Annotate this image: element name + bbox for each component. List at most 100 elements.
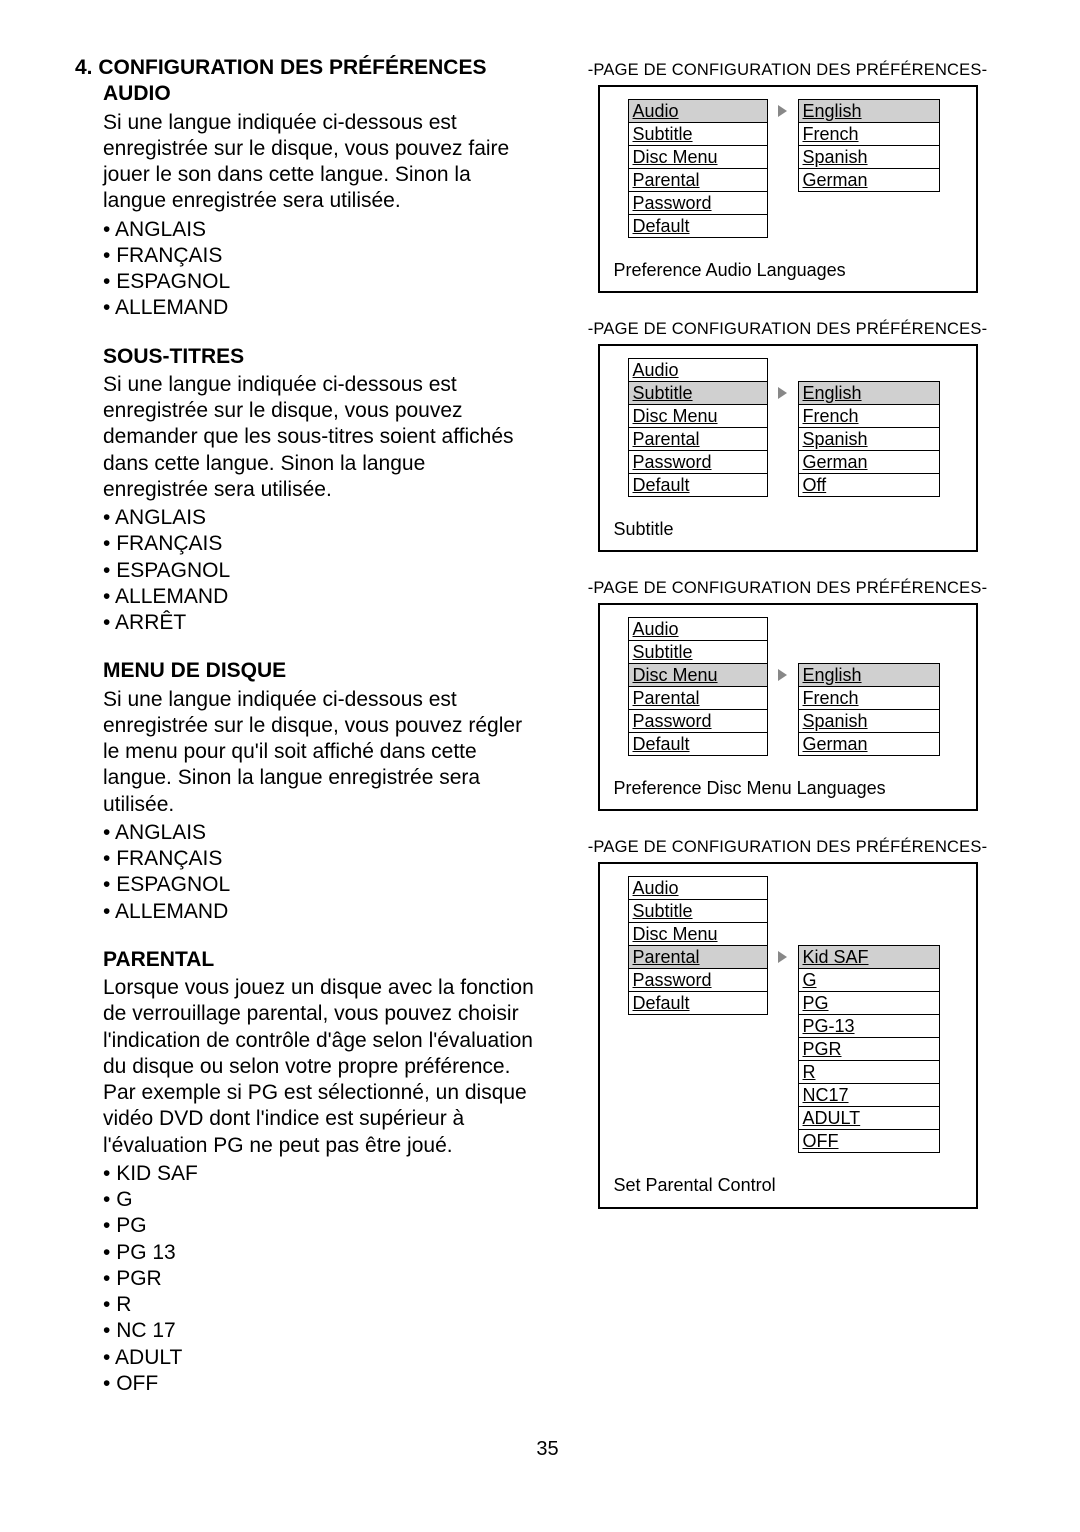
menu-right-item[interactable]: R bbox=[798, 1060, 940, 1084]
list-item: G bbox=[103, 1187, 535, 1213]
menu-right-item[interactable]: German bbox=[798, 450, 940, 474]
arrow-right-icon bbox=[778, 105, 787, 117]
menu-header: -PAGE DE CONFIGURATION DES PRÉFÉRENCES- bbox=[555, 319, 1020, 340]
list-item: ARRÊT bbox=[103, 610, 535, 636]
menu-right-item[interactable]: French bbox=[798, 122, 940, 146]
menu-right-item[interactable]: English bbox=[798, 663, 940, 687]
menu-right-item[interactable]: PG-13 bbox=[798, 1014, 940, 1038]
menu-left-item[interactable]: Default bbox=[628, 991, 768, 1015]
menu-left-item[interactable]: Default bbox=[628, 473, 768, 497]
menu-box-box2: AudioSubtitleDisc MenuParentalPasswordDe… bbox=[598, 344, 978, 553]
para-audio: Si une langue indiquée ci-dessous est en… bbox=[75, 110, 535, 215]
heading-4: 4. CONFIGURATION DES PRÉFÉRENCES bbox=[75, 55, 535, 81]
menu-left-item[interactable]: Parental bbox=[628, 427, 768, 451]
menu-footer: Set Parental Control bbox=[612, 1174, 964, 1197]
menu-left-item[interactable]: Password bbox=[628, 191, 768, 215]
list-item: NC 17 bbox=[103, 1318, 535, 1344]
list-subtitles: ANGLAIS FRANÇAIS ESPAGNOL ALLEMAND ARRÊT bbox=[75, 505, 535, 636]
section-parental: PARENTAL Lorsque vous jouez un disque av… bbox=[75, 947, 535, 1397]
list-item: KID SAF bbox=[103, 1161, 535, 1187]
menu-left-item[interactable]: Disc Menu bbox=[628, 922, 768, 946]
menu-right-item[interactable]: Spanish bbox=[798, 427, 940, 451]
list-item: ESPAGNOL bbox=[103, 558, 535, 584]
list-parental: KID SAF G PG PG 13 PGR R NC 17 ADULT OFF bbox=[75, 1161, 535, 1397]
menu-left-item[interactable]: Default bbox=[628, 732, 768, 756]
menu-left-item[interactable]: Disc Menu bbox=[628, 404, 768, 428]
para-subtitles: Si une langue indiquée ci-dessous est en… bbox=[75, 372, 535, 503]
menu-right-item[interactable]: German bbox=[798, 168, 940, 192]
menu-box-box4: AudioSubtitleDisc MenuParentalPasswordDe… bbox=[598, 862, 978, 1209]
list-item: ESPAGNOL bbox=[103, 872, 535, 898]
menu-right-item[interactable]: PG bbox=[798, 991, 940, 1015]
menu-header: -PAGE DE CONFIGURATION DES PRÉFÉRENCES- bbox=[555, 60, 1020, 81]
menu-left-item[interactable]: Default bbox=[628, 214, 768, 238]
page-number: 35 bbox=[75, 1437, 1020, 1462]
list-item: R bbox=[103, 1292, 535, 1318]
menu-left-item[interactable]: Parental bbox=[628, 945, 768, 969]
list-item: ANGLAIS bbox=[103, 820, 535, 846]
menu-right-item[interactable]: Spanish bbox=[798, 709, 940, 733]
arrow-right-icon bbox=[778, 951, 787, 963]
list-audio: ANGLAIS FRANÇAIS ESPAGNOL ALLEMAND bbox=[75, 217, 535, 322]
arrow-right-icon bbox=[778, 669, 787, 681]
list-item: ALLEMAND bbox=[103, 899, 535, 925]
menu-right-item[interactable]: Off bbox=[798, 473, 940, 497]
section-discmenu: MENU DE DISQUE Si une langue indiquée ci… bbox=[75, 658, 535, 925]
menu-box-box1: AudioSubtitleDisc MenuParentalPasswordDe… bbox=[598, 85, 978, 294]
menu-right-item[interactable]: OFF bbox=[798, 1129, 940, 1153]
menu-left-item[interactable]: Subtitle bbox=[628, 381, 768, 405]
menu-left-item[interactable]: Subtitle bbox=[628, 122, 768, 146]
menu-left-item[interactable]: Parental bbox=[628, 686, 768, 710]
menu-right-item[interactable]: English bbox=[798, 381, 940, 405]
menu-left-item[interactable]: Disc Menu bbox=[628, 663, 768, 687]
list-item: ESPAGNOL bbox=[103, 269, 535, 295]
heading-subtitles: SOUS-TITRES bbox=[75, 344, 535, 370]
list-item: PG bbox=[103, 1213, 535, 1239]
menu-left-item[interactable]: Subtitle bbox=[628, 640, 768, 664]
menu-right-item[interactable]: French bbox=[798, 686, 940, 710]
menu-left-item[interactable]: Audio bbox=[628, 617, 768, 641]
list-item: PG 13 bbox=[103, 1240, 535, 1266]
list-item: ALLEMAND bbox=[103, 295, 535, 321]
menu-left-item[interactable]: Password bbox=[628, 968, 768, 992]
para-discmenu: Si une langue indiquée ci-dessous est en… bbox=[75, 687, 535, 818]
heading-discmenu: MENU DE DISQUE bbox=[75, 658, 535, 684]
menu-left-item[interactable]: Audio bbox=[628, 876, 768, 900]
list-item: ADULT bbox=[103, 1345, 535, 1371]
heading-parental: PARENTAL bbox=[75, 947, 535, 973]
list-item: ANGLAIS bbox=[103, 505, 535, 531]
menu-left-item[interactable]: Password bbox=[628, 709, 768, 733]
menu-left-item[interactable]: Disc Menu bbox=[628, 145, 768, 169]
menu-left-item[interactable]: Subtitle bbox=[628, 899, 768, 923]
list-discmenu: ANGLAIS FRANÇAIS ESPAGNOL ALLEMAND bbox=[75, 820, 535, 925]
para-parental: Lorsque vous jouez un disque avec la fon… bbox=[75, 975, 535, 1159]
heading-audio: AUDIO bbox=[75, 81, 535, 107]
menu-left-item[interactable]: Audio bbox=[628, 99, 768, 123]
menu-footer: Preference Audio Languages bbox=[612, 259, 964, 282]
menu-right-item[interactable]: G bbox=[798, 968, 940, 992]
section-subtitles: SOUS-TITRES Si une langue indiquée ci-de… bbox=[75, 344, 535, 637]
menu-box-box3: AudioSubtitleDisc MenuParentalPasswordDe… bbox=[598, 603, 978, 812]
section-audio: 4. CONFIGURATION DES PRÉFÉRENCES AUDIO S… bbox=[75, 55, 535, 322]
menu-right-item[interactable]: French bbox=[798, 404, 940, 428]
menu-left-item[interactable]: Password bbox=[628, 450, 768, 474]
menu-right-item[interactable]: PGR bbox=[798, 1037, 940, 1061]
menu-right-item[interactable]: Spanish bbox=[798, 145, 940, 169]
list-item: PGR bbox=[103, 1266, 535, 1292]
menu-left-item[interactable]: Audio bbox=[628, 358, 768, 382]
menu-right-item[interactable]: German bbox=[798, 732, 940, 756]
list-item: ANGLAIS bbox=[103, 217, 535, 243]
list-item: FRANÇAIS bbox=[103, 243, 535, 269]
menu-right-item[interactable]: Kid SAF bbox=[798, 945, 940, 969]
menu-footer: Subtitle bbox=[612, 518, 964, 541]
menu-header: -PAGE DE CONFIGURATION DES PRÉFÉRENCES- bbox=[555, 837, 1020, 858]
list-item: OFF bbox=[103, 1371, 535, 1397]
menu-right-item[interactable]: NC17 bbox=[798, 1083, 940, 1107]
list-item: FRANÇAIS bbox=[103, 846, 535, 872]
list-item: ALLEMAND bbox=[103, 584, 535, 610]
menu-right-item[interactable]: English bbox=[798, 99, 940, 123]
menu-right-item[interactable]: ADULT bbox=[798, 1106, 940, 1130]
left-column: 4. CONFIGURATION DES PRÉFÉRENCES AUDIO S… bbox=[75, 55, 535, 1419]
list-item: FRANÇAIS bbox=[103, 531, 535, 557]
menu-left-item[interactable]: Parental bbox=[628, 168, 768, 192]
